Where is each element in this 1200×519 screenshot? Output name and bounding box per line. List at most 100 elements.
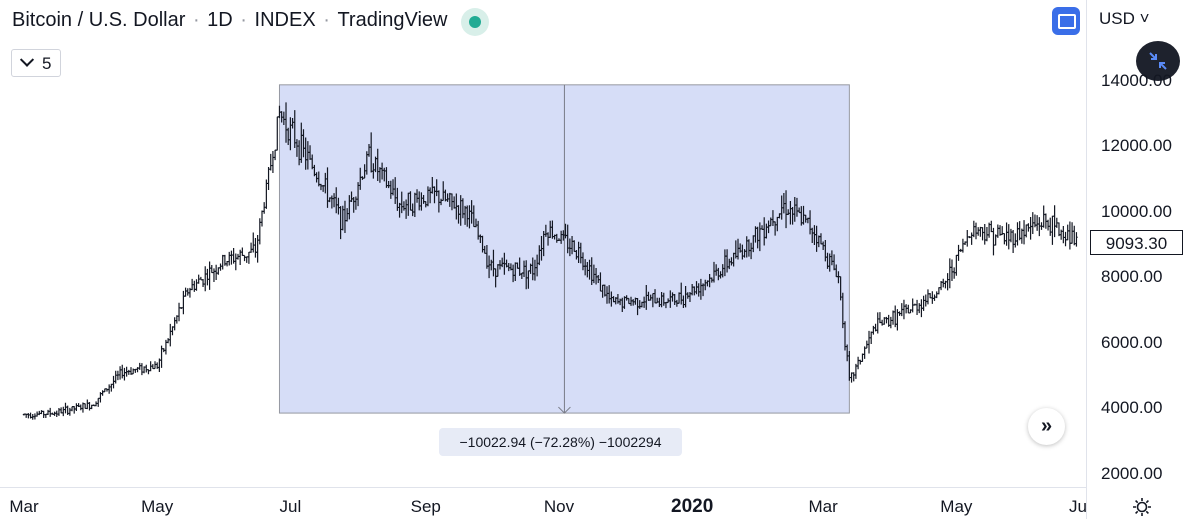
candle [942, 278, 945, 288]
candle [937, 287, 941, 295]
candle [249, 242, 253, 253]
candle [922, 295, 925, 311]
candle [101, 390, 104, 396]
price-tick: 4000.00 [1101, 398, 1163, 417]
candle [896, 309, 899, 331]
currency-selector[interactable]: USD ˅ [1099, 9, 1150, 28]
price-chart[interactable] [0, 0, 1086, 487]
candle [1033, 214, 1037, 228]
candle [256, 235, 259, 263]
candle [1027, 223, 1030, 232]
candle [863, 346, 866, 359]
candle [931, 291, 934, 304]
candle [241, 247, 244, 257]
candle [129, 367, 133, 375]
price-tick: 14000.00 [1101, 70, 1172, 90]
candle [963, 241, 967, 246]
candle [950, 259, 954, 281]
candle [35, 411, 39, 417]
candle [1044, 213, 1048, 229]
candle [112, 375, 115, 389]
candle [981, 227, 984, 241]
candle [952, 267, 956, 279]
candle [1049, 217, 1052, 236]
time-tick: Nov [543, 497, 575, 516]
candle [151, 364, 155, 370]
candle [1029, 216, 1032, 240]
price-tick: 2000.00 [1101, 463, 1163, 483]
candle [267, 166, 270, 191]
candle [232, 248, 235, 264]
chart-header: Bitcoin / U.S. Dollar · 1D · INDEX · Tra… [0, 0, 1085, 44]
candle [86, 399, 89, 410]
candle [92, 404, 96, 407]
candle [900, 303, 903, 317]
measure-arrow [558, 84, 571, 414]
time-axis-divider [0, 487, 1086, 488]
price-tick: 12000.00 [1101, 136, 1172, 155]
candle [49, 407, 52, 417]
candle [928, 293, 932, 299]
candle [158, 358, 161, 373]
candle [909, 309, 912, 314]
candle [94, 401, 98, 407]
candle [852, 372, 855, 382]
candle [1003, 232, 1006, 245]
candle [258, 218, 262, 245]
candle [199, 276, 203, 281]
candle [75, 403, 78, 411]
fullscreen-icon[interactable] [1052, 7, 1080, 35]
candle [221, 254, 224, 270]
candle [24, 413, 28, 418]
candle [131, 368, 135, 375]
candle [948, 258, 952, 289]
gear-icon[interactable] [1132, 497, 1152, 517]
candle [243, 254, 246, 262]
candle [107, 384, 111, 394]
double-chevron-right-icon[interactable]: » [1028, 408, 1065, 445]
candle [217, 267, 220, 275]
candle [872, 325, 875, 335]
candle [175, 315, 179, 324]
candle [201, 278, 205, 287]
candle [64, 402, 67, 414]
candle [889, 316, 893, 329]
candle [276, 116, 279, 151]
candle [169, 323, 172, 347]
source-label: TradingView [337, 9, 448, 31]
candle [920, 299, 923, 318]
interval-button[interactable]: 5 [11, 49, 61, 77]
candle [193, 280, 196, 292]
candle [1053, 205, 1056, 238]
time-tick: Jul [279, 497, 302, 516]
candle [127, 369, 131, 375]
candle [121, 364, 124, 379]
candle [212, 268, 216, 282]
candle [985, 227, 989, 242]
candle [904, 304, 908, 314]
candle [145, 364, 148, 373]
time-tick: Sep [410, 497, 441, 516]
candle [1031, 212, 1034, 234]
candle [110, 383, 113, 392]
time-tick: May [141, 497, 174, 516]
candle [195, 279, 198, 291]
time-tick: Mar [9, 497, 39, 516]
candle [865, 340, 869, 349]
candle [57, 408, 61, 416]
candle [166, 338, 170, 344]
candle [946, 273, 949, 291]
candle [173, 317, 176, 331]
candle [81, 402, 85, 413]
candle [125, 366, 128, 377]
candle [206, 268, 209, 286]
candle [271, 151, 275, 173]
candle [208, 261, 211, 290]
symbol-title[interactable]: Bitcoin / U.S. Dollar · 1D · INDEX · Tra… [12, 9, 448, 31]
candle [955, 254, 958, 276]
candle [887, 314, 890, 327]
collapse-icon[interactable] [1136, 41, 1180, 81]
candle [134, 368, 137, 373]
candle [228, 251, 231, 266]
candle [245, 256, 248, 263]
